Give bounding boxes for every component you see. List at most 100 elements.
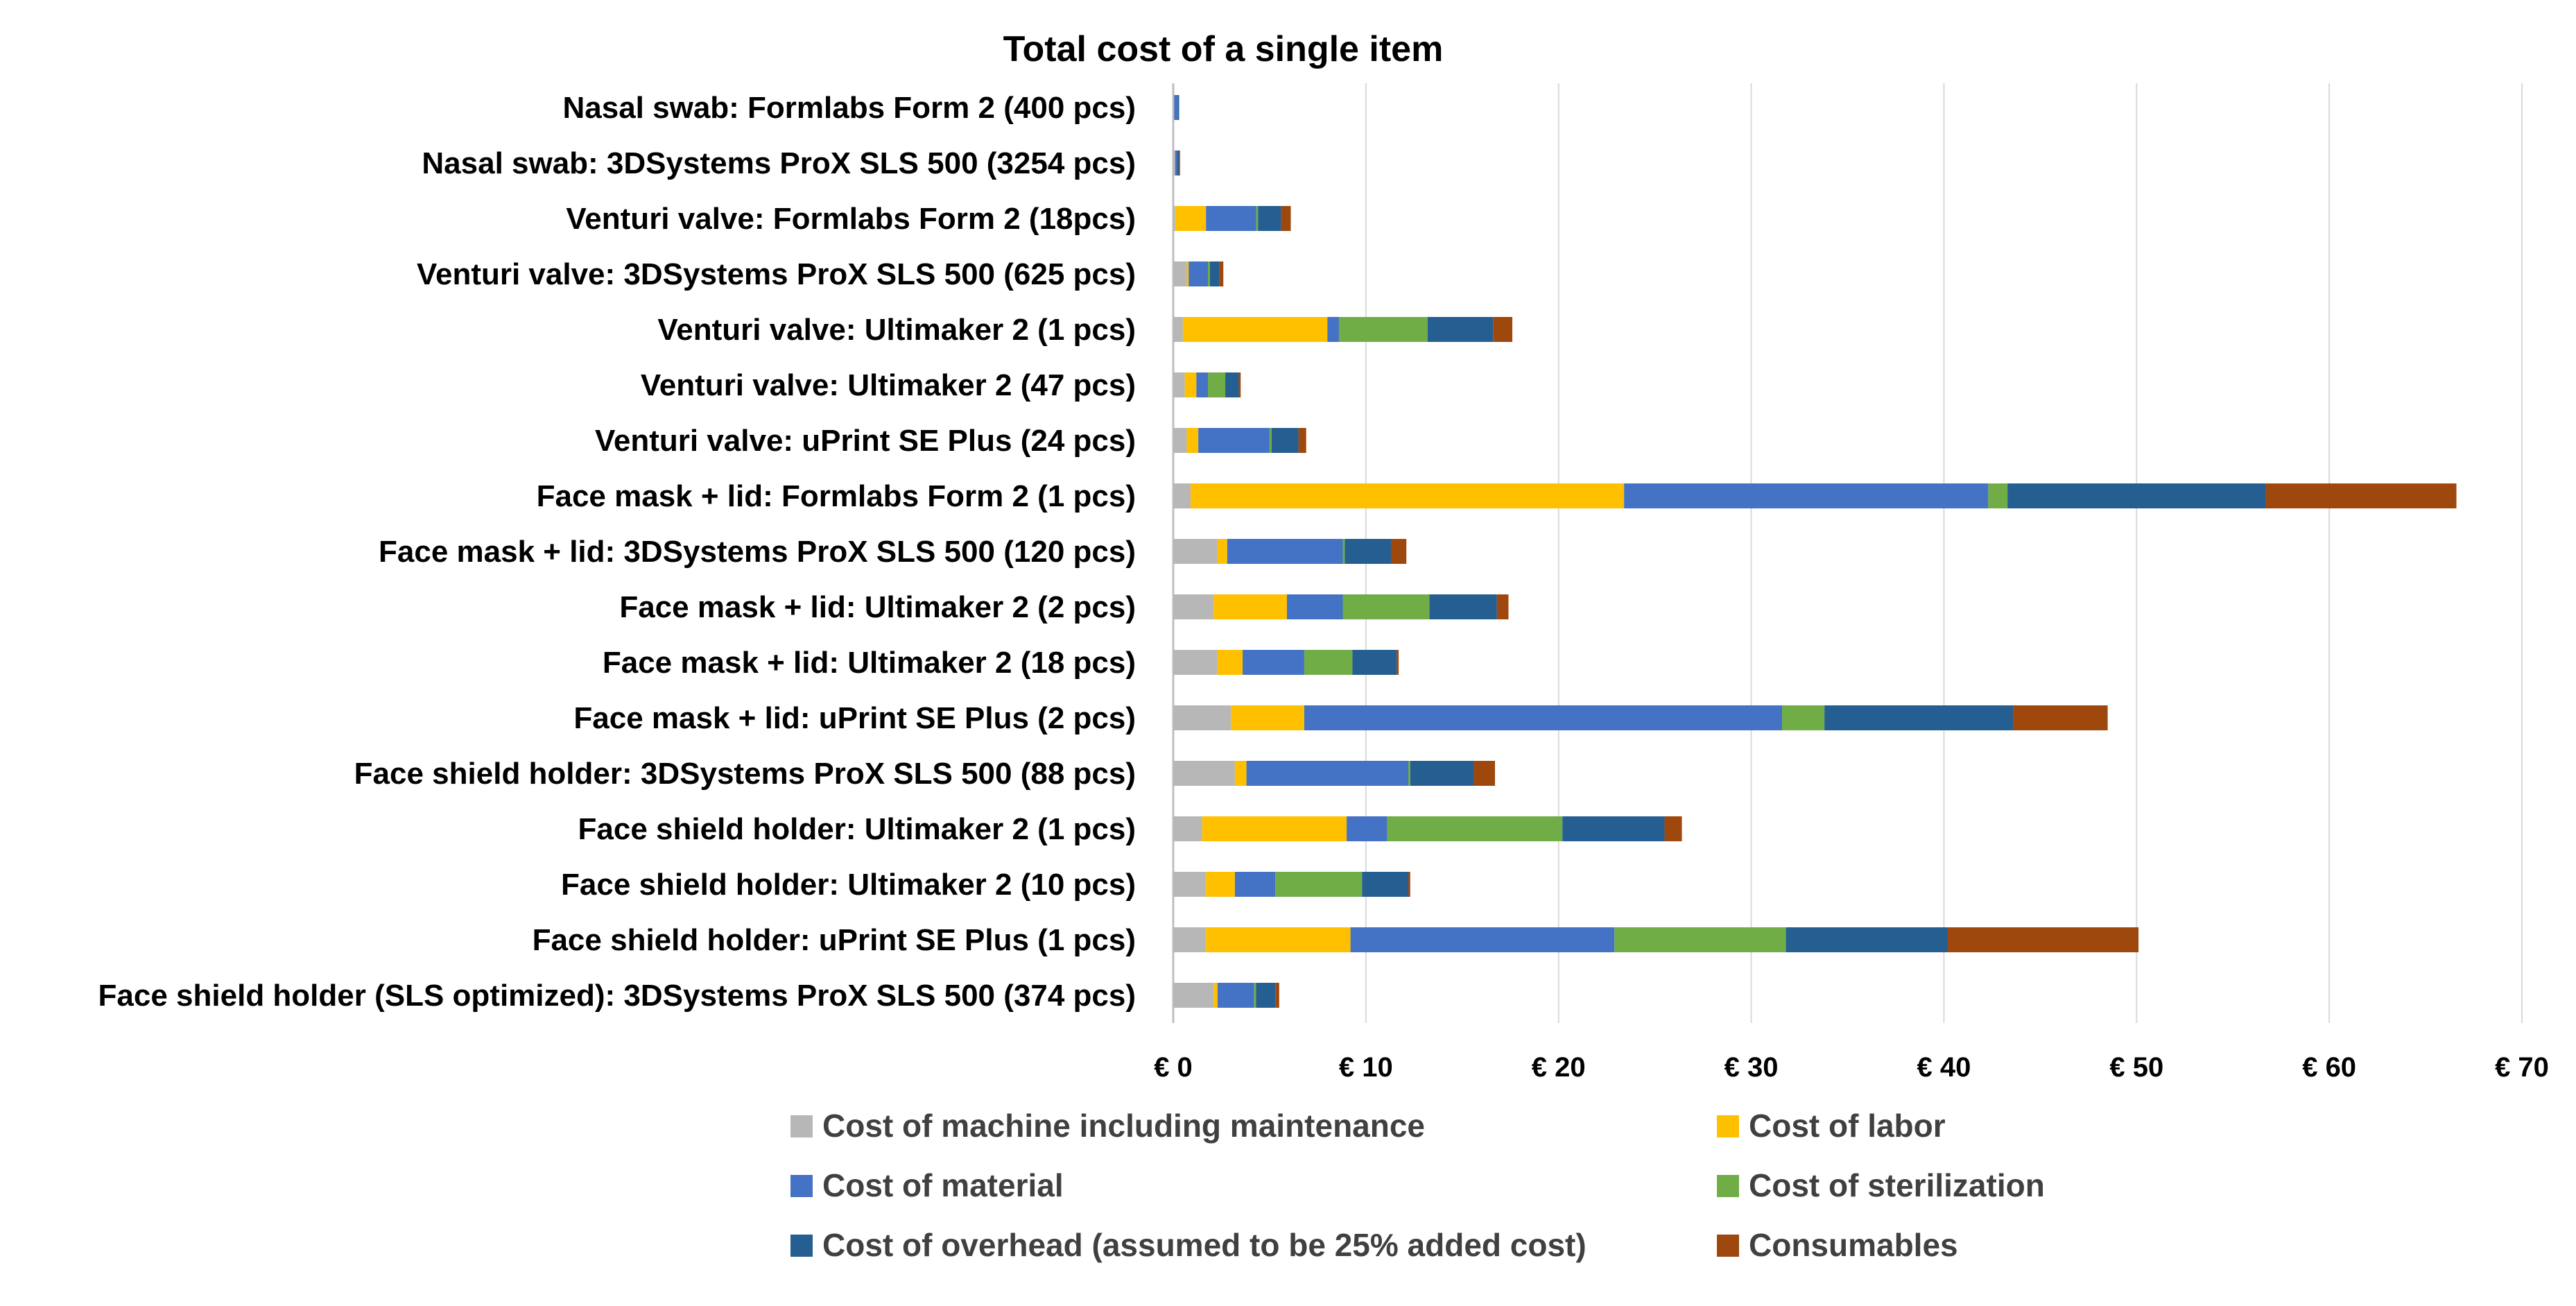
category-labels: Nasal swab: Formlabs Form 2 (400 pcs) Nas… bbox=[98, 91, 1136, 1013]
bar-segment bbox=[1258, 206, 1281, 231]
bar-segment bbox=[1219, 261, 1224, 286]
x-tick-label: € 60 bbox=[2302, 1052, 2356, 1083]
legend-swatch bbox=[1717, 1175, 1739, 1197]
x-tick-label: € 30 bbox=[1724, 1052, 1779, 1083]
bar-segment bbox=[1198, 428, 1270, 453]
bar-segment bbox=[1217, 650, 1243, 675]
bar-segment bbox=[1173, 983, 1214, 1008]
bar-segment bbox=[1347, 816, 1388, 841]
bar-row bbox=[1173, 539, 1407, 564]
bar-segment bbox=[1342, 539, 1345, 564]
bar-segment bbox=[1173, 261, 1187, 286]
legend-label: Cost of sterilization bbox=[1749, 1167, 2045, 1203]
bar-row bbox=[1173, 816, 1682, 841]
bar-segment bbox=[1562, 816, 1665, 841]
x-axis: € 0 € 10 € 20 € 30 € 40 € 50 € 60 € 70 bbox=[1154, 1052, 2549, 1083]
bar-row bbox=[1173, 95, 1179, 120]
bar-row bbox=[1173, 927, 2139, 952]
category-label: Face shield holder: 3DSystems ProX SLS 5… bbox=[354, 757, 1136, 791]
legend-swatch bbox=[790, 1115, 813, 1137]
bar-segment bbox=[1256, 983, 1276, 1008]
bar-segment bbox=[1243, 650, 1304, 675]
legend-label: Cost of overhead (assumed to be 25% adde… bbox=[822, 1227, 1587, 1263]
legend-swatch bbox=[1717, 1235, 1739, 1257]
bar-segment bbox=[1624, 483, 1989, 508]
bar-segment bbox=[1182, 317, 1328, 342]
bar-segment bbox=[1345, 539, 1391, 564]
bar-segment bbox=[1281, 206, 1291, 231]
bar-segment bbox=[1352, 650, 1397, 675]
bar-segment bbox=[2007, 483, 2266, 508]
gridlines bbox=[1172, 83, 2523, 1023]
category-label: Venturi valve: 3DSystems ProX SLS 500 (6… bbox=[417, 257, 1136, 291]
legend-swatch bbox=[790, 1235, 813, 1257]
bar-row bbox=[1173, 317, 1513, 342]
category-label: Face mask + lid: Ultimaker 2 (18 pcs) bbox=[603, 646, 1136, 680]
legend-label: Cost of material bbox=[822, 1167, 1064, 1203]
bar-segment bbox=[1208, 372, 1226, 397]
bar-row bbox=[1173, 261, 1224, 286]
bar-segment bbox=[1217, 539, 1227, 564]
bar-segment bbox=[1947, 927, 2139, 952]
category-label: Face mask + lid: 3DSystems ProX SLS 500 … bbox=[379, 535, 1136, 569]
bar-segment bbox=[1390, 539, 1407, 564]
bar-segment bbox=[1206, 206, 1256, 231]
bar-segment bbox=[1173, 705, 1231, 730]
bar-segment bbox=[1786, 927, 1948, 952]
bar-segment bbox=[1173, 151, 1175, 175]
bar-segment bbox=[1234, 872, 1276, 897]
bar-segment bbox=[1173, 872, 1207, 897]
bar-segment bbox=[1188, 261, 1209, 286]
bar-segment bbox=[1225, 372, 1239, 397]
category-label: Face shield holder: uPrint SE Plus (1 pc… bbox=[533, 923, 1136, 957]
category-label: Venturi valve: Formlabs Form 2 (18pcs) bbox=[566, 202, 1136, 236]
bar-segment bbox=[1175, 206, 1207, 231]
legend-item: Cost of labor bbox=[1717, 1108, 1946, 1144]
bar-row bbox=[1173, 206, 1291, 231]
bar-row bbox=[1173, 705, 2108, 730]
bar-row bbox=[1173, 372, 1241, 397]
x-tick-label: € 50 bbox=[2109, 1052, 2163, 1083]
bar-segment bbox=[1179, 151, 1180, 175]
bar-segment bbox=[1174, 95, 1178, 120]
bar-segment bbox=[1177, 95, 1179, 120]
bar-segment bbox=[1209, 261, 1220, 286]
bar-segment bbox=[1227, 539, 1343, 564]
bar-segment bbox=[1213, 594, 1287, 619]
bar-segment bbox=[1173, 372, 1185, 397]
legend-item: Consumables bbox=[1717, 1227, 1958, 1263]
x-tick-label: € 10 bbox=[1339, 1052, 1393, 1083]
category-label: Face mask + lid: Ultimaker 2 (2 pcs) bbox=[619, 590, 1136, 624]
bar-segment bbox=[1234, 761, 1247, 786]
bar-segment bbox=[1231, 705, 1304, 730]
bar-row bbox=[1173, 483, 2457, 508]
bar-segment bbox=[1275, 983, 1279, 1008]
category-label: Venturi valve: uPrint SE Plus (24 pcs) bbox=[595, 424, 1136, 458]
x-tick-label: € 20 bbox=[1532, 1052, 1586, 1083]
legend-label: Cost of labor bbox=[1749, 1108, 1946, 1144]
bar-segment bbox=[1286, 594, 1343, 619]
bar-segment bbox=[1173, 483, 1191, 508]
bar-segment bbox=[1191, 483, 1625, 508]
category-label: Face shield holder: Ultimaker 2 (10 pcs) bbox=[561, 868, 1136, 902]
bar-segment bbox=[1173, 539, 1218, 564]
bar-segment bbox=[1173, 428, 1187, 453]
bar-row bbox=[1173, 428, 1306, 453]
bar-segment bbox=[1327, 317, 1339, 342]
bar-segment bbox=[1387, 816, 1563, 841]
bar-segment bbox=[2013, 705, 2108, 730]
bar-segment bbox=[1177, 151, 1179, 175]
legend-label: Cost of machine including maintenance bbox=[822, 1108, 1425, 1144]
bar-segment bbox=[1256, 206, 1259, 231]
bar-row bbox=[1173, 594, 1509, 619]
bar-segment bbox=[1782, 705, 1825, 730]
bar-segment bbox=[1173, 317, 1183, 342]
bar-segment bbox=[1206, 927, 1351, 952]
legend-item: Cost of overhead (assumed to be 25% adde… bbox=[790, 1227, 1587, 1263]
bar-segment bbox=[1304, 705, 1783, 730]
bar-segment bbox=[1496, 594, 1509, 619]
bar-row bbox=[1173, 872, 1410, 897]
bar-segment bbox=[1196, 372, 1209, 397]
bar-segment bbox=[1824, 705, 2014, 730]
